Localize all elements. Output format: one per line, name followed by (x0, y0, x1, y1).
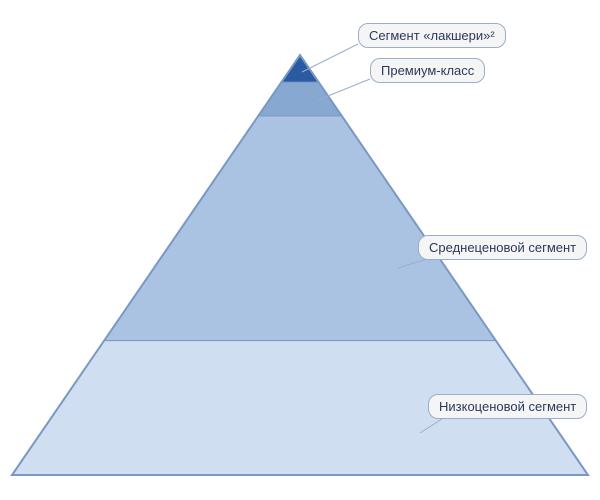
segment-label-mid: Среднеценовой сегмент (418, 235, 587, 260)
segment-label-premium: Премиум-класс (370, 58, 485, 83)
segment-label-low: Низкоценовой сегмент (428, 394, 587, 419)
segment-label-luxury: Сегмент «лакшери»² (358, 23, 506, 48)
pyramid-segment-mid (104, 116, 496, 341)
leader-line-premium (318, 79, 370, 100)
pyramid-segment-luxury (281, 55, 318, 82)
leader-line-luxury (302, 44, 358, 72)
